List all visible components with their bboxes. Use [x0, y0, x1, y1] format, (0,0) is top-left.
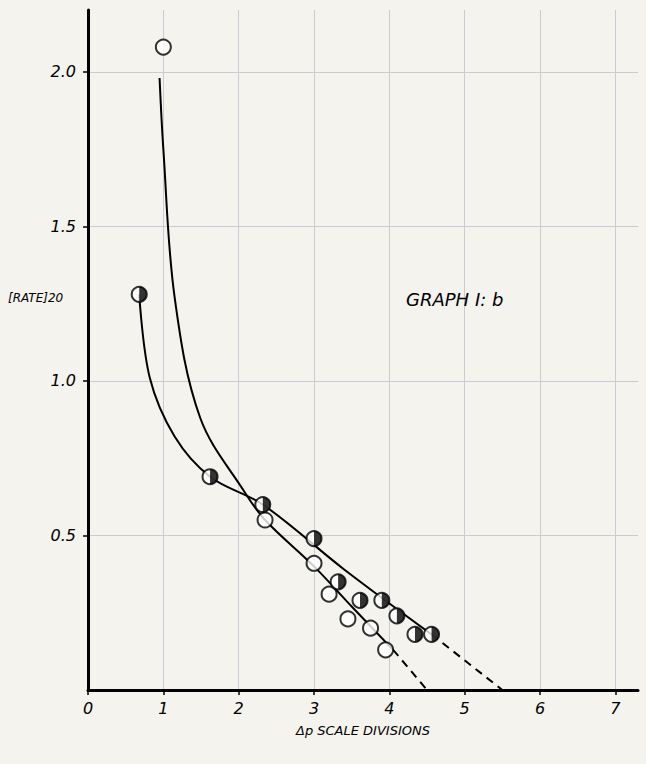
svg-text:4: 4	[384, 699, 394, 718]
svg-text:1: 1	[158, 699, 168, 718]
svg-text:1.5: 1.5	[51, 217, 76, 236]
svg-text:7: 7	[610, 699, 621, 718]
svg-text:6: 6	[535, 699, 545, 718]
svg-text:2: 2	[234, 699, 244, 718]
svg-text:5: 5	[460, 699, 470, 718]
svg-text:GRAPH I: b: GRAPH I: b	[406, 289, 503, 310]
svg-text:[RATE]20: [RATE]20	[8, 291, 64, 305]
svg-text:2.0: 2.0	[51, 62, 76, 81]
svg-text:1.0: 1.0	[51, 371, 76, 390]
svg-text:Δp SCALE DIVISIONS: Δp SCALE DIVISIONS	[295, 723, 430, 738]
svg-text:0.5: 0.5	[51, 526, 76, 545]
svg-text:0: 0	[83, 699, 93, 718]
svg-text:3: 3	[309, 699, 319, 718]
